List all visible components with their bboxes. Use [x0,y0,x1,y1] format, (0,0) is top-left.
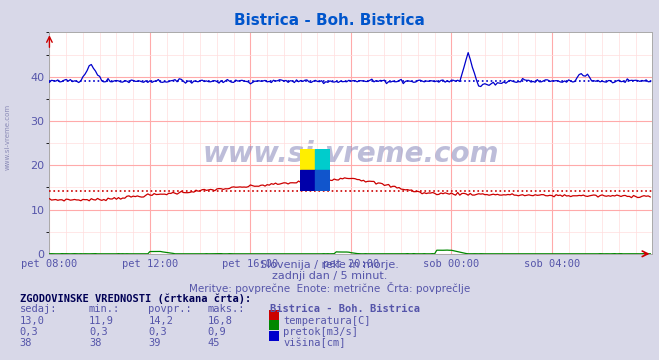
Text: Slovenija / reke in morje.: Slovenija / reke in morje. [260,260,399,270]
Text: 0,3: 0,3 [89,327,107,337]
Text: sedaj:: sedaj: [20,304,57,314]
Text: Bistrica - Boh. Bistrica: Bistrica - Boh. Bistrica [270,304,420,314]
Text: zadnji dan / 5 minut.: zadnji dan / 5 minut. [272,271,387,281]
Text: 16,8: 16,8 [208,316,233,326]
Text: 0,3: 0,3 [20,327,38,337]
Text: 0,3: 0,3 [148,327,167,337]
Bar [300,149,315,170]
Text: www.si-vreme.com: www.si-vreme.com [203,140,499,168]
Text: min.:: min.: [89,304,120,314]
Bar [300,170,315,191]
Text: 39: 39 [148,338,161,348]
Bar [315,170,330,191]
Bar [315,149,330,170]
Text: ZGODOVINSKE VREDNOSTI (črtkana črta):: ZGODOVINSKE VREDNOSTI (črtkana črta): [20,293,251,304]
Text: temperatura[C]: temperatura[C] [283,316,371,326]
Text: maks.:: maks.: [208,304,245,314]
Text: pretok[m3/s]: pretok[m3/s] [283,327,358,337]
Text: Bistrica - Boh. Bistrica: Bistrica - Boh. Bistrica [234,13,425,28]
Text: 0,9: 0,9 [208,327,226,337]
Text: višina[cm]: višina[cm] [283,338,346,348]
Text: 11,9: 11,9 [89,316,114,326]
Text: 38: 38 [20,338,32,348]
Text: 38: 38 [89,338,101,348]
Text: 13,0: 13,0 [20,316,45,326]
Text: 14,2: 14,2 [148,316,173,326]
Text: 45: 45 [208,338,220,348]
Text: www.si-vreme.com: www.si-vreme.com [5,104,11,170]
Text: Meritve: povprečne  Enote: metrične  Črta: povprečlje: Meritve: povprečne Enote: metrične Črta:… [189,282,470,293]
Text: povpr.:: povpr.: [148,304,192,314]
